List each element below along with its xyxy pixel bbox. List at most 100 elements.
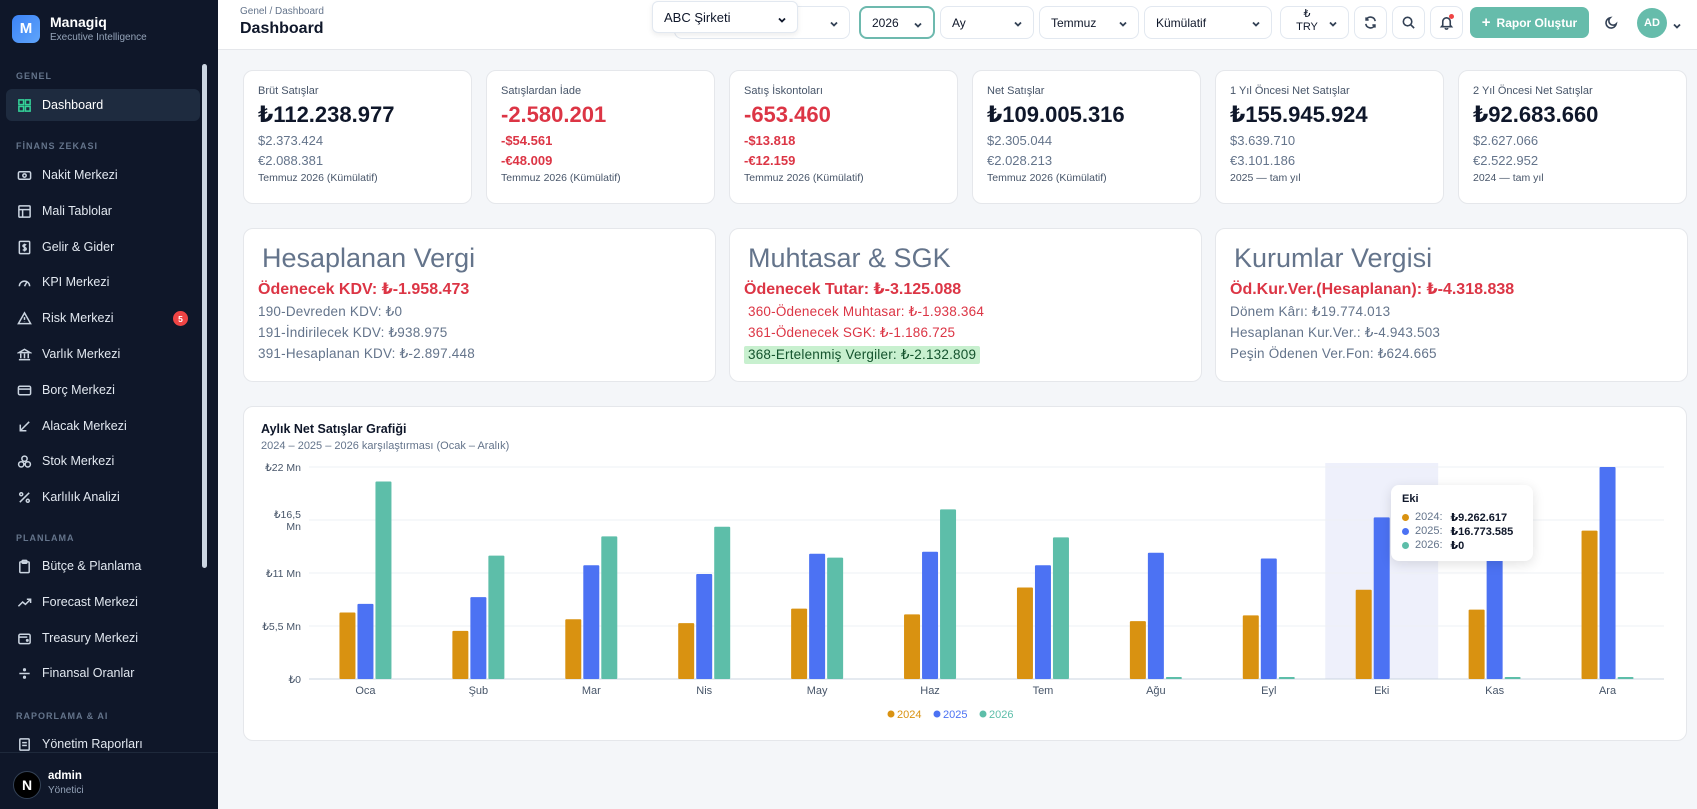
bar-2025-May (809, 553, 826, 679)
refresh-button[interactable] (1354, 6, 1387, 39)
period-type-value: Ay (952, 15, 966, 30)
legend-label: 2024 (897, 709, 921, 721)
x-tick-label: Ağu (1146, 685, 1166, 697)
tax-card-muhtasar-sgk[interactable]: Muhtasar & SGK Ödenecek Tutar: ₺-3.125.0… (729, 228, 1202, 382)
sidebar-item-oranlar[interactable]: Finansal Oranlar (6, 657, 200, 689)
plus-icon: + (1481, 13, 1491, 31)
breadcrumb[interactable]: Genel / Dashboard (240, 6, 324, 17)
kpi-value-try: ₺92.683.660 (1473, 102, 1599, 127)
bar-2024-Kas (1468, 609, 1485, 679)
user-avatar-menu[interactable]: AD (1637, 8, 1667, 38)
sidebar-item-borc[interactable]: Borç Merkezi (6, 374, 200, 406)
kpi-card-2-yil-oncesi[interactable]: 2 Yıl Öncesi Net Satışlar ₺92.683.660 $2… (1458, 70, 1687, 204)
bar-2026-Kas (1504, 677, 1521, 679)
sidebar-item-risk[interactable]: Risk Merkezi 5 (6, 302, 200, 334)
sidebar-item-raporlar[interactable]: Yönetim Raporları (6, 728, 200, 760)
tax-card-main-value: Ödenecek KDV: ₺-1.958.473 (258, 281, 470, 298)
mode-select[interactable]: Kümülatif (1144, 6, 1272, 39)
section-raporlama: RAPORLAMA & AI (16, 711, 109, 721)
bar-2026-Haz (940, 509, 957, 679)
period-type-select[interactable]: Ay (940, 6, 1034, 39)
bar-2024-Eyl (1242, 615, 1259, 679)
y-tick-label: ₺5,5 Mn (262, 621, 301, 633)
sidebar-item-gelir-gider[interactable]: Gelir & Gider (6, 231, 200, 263)
sidebar-item-forecast[interactable]: Forecast Merkezi (6, 586, 200, 618)
tax-line: 361-Ödenecek SGK: ₺-1.186.725 (748, 325, 956, 340)
sidebar-scrollbar[interactable] (202, 64, 207, 568)
kpi-period-note: Temmuz 2026 (Kümülatif) (501, 172, 621, 184)
sidebar-item-kpi[interactable]: KPI Merkezi (6, 266, 200, 298)
bank-icon (16, 346, 32, 362)
theme-toggle-button[interactable] (1595, 6, 1628, 39)
kpi-value-usd: $2.373.424 (258, 133, 324, 148)
x-tick-label: May (807, 685, 828, 697)
tooltip-row: 2025: ₺16.773.585 (1402, 524, 1533, 538)
tooltip-label: 2024: (1415, 511, 1443, 523)
y-tick-label: Mn (286, 521, 301, 533)
sidebar-item-butce[interactable]: Bütçe & Planlama (6, 550, 200, 582)
sidebar-item-label: Bütçe & Planlama (42, 559, 142, 573)
kpi-card-net-satislar[interactable]: Net Satışlar ₺109.005.316 $2.305.044 €2.… (972, 70, 1201, 204)
sidebar-item-stok[interactable]: Stok Merkezi (6, 445, 200, 477)
sidebar-item-varlik[interactable]: Varlık Merkezi (6, 338, 200, 370)
sidebar-item-karlilik[interactable]: Karlılık Analizi (6, 481, 200, 513)
clipboard-icon (16, 558, 32, 574)
bar-2024-Ara (1581, 530, 1598, 679)
brand-name: Managiq (50, 14, 107, 30)
tax-line: 391-Hesaplanan KDV: ₺-2.897.448 (258, 346, 475, 361)
bar-2026-May (827, 557, 844, 679)
company-dropdown[interactable]: ABC Şirketi (652, 1, 798, 33)
bar-2025-Kas (1486, 548, 1503, 679)
sidebar-item-treasury[interactable]: Treasury Merkezi (6, 622, 200, 654)
sidebar-item-label: Nakit Merkezi (42, 168, 118, 182)
gauge-icon (16, 274, 32, 290)
kpi-label: 2 Yıl Öncesi Net Satışlar (1473, 85, 1593, 97)
tax-line: Hesaplanan Kur.Ver.: ₺-4.943.503 (1230, 325, 1441, 340)
x-tick-label: Mar (582, 685, 601, 697)
kpi-value-usd: $2.305.044 (987, 133, 1053, 148)
report-icon (16, 736, 32, 752)
kpi-value-try: -2.580.201 (501, 102, 607, 127)
tax-card-hesaplanan-vergi[interactable]: Hesaplanan Vergi Ödenecek KDV: ₺-1.958.4… (243, 228, 716, 382)
chevron-down-icon[interactable] (1672, 18, 1682, 36)
chart-title: Aylık Net Satışlar Grafiği (261, 422, 407, 436)
create-report-button[interactable]: + Rapor Oluştur (1470, 7, 1589, 38)
currency-code: TRY (1296, 21, 1318, 33)
sidebar-item-alacak[interactable]: Alacak Merkezi (6, 410, 200, 442)
user-panel[interactable]: N admin Yönetici (0, 752, 218, 809)
tax-line: Peşin Ödenen Ver.Fon: ₺624.665 (1230, 346, 1437, 361)
brand[interactable]: M Managiq Executive Intelligence (12, 14, 147, 43)
month-select[interactable]: Temmuz (1039, 6, 1139, 39)
sidebar-item-label: Forecast Merkezi (42, 595, 138, 609)
tax-card-title: Hesaplanan Vergi (262, 243, 476, 273)
bar-2024-Oca (339, 612, 356, 679)
chevron-down-icon (1328, 18, 1338, 28)
kpi-card-satis-iskontolari[interactable]: Satış İskontoları -653.460 -$13.818 -€12… (729, 70, 958, 204)
sidebar-item-label: Varlık Merkezi (42, 347, 121, 361)
year-select[interactable]: 2026 (859, 6, 935, 39)
bar-2025-Oca (357, 603, 374, 679)
sidebar-item-label: Stok Merkezi (42, 454, 115, 468)
search-icon (1402, 16, 1415, 29)
legend-marker (933, 710, 941, 718)
sidebar-item-mali-tablolar[interactable]: Mali Tablolar (6, 195, 200, 227)
bar-2024-Mar (565, 619, 582, 679)
create-report-label: Rapor Oluştur (1496, 15, 1578, 30)
notifications-button[interactable] (1430, 6, 1463, 39)
kpi-value-eur: -€12.159 (744, 153, 796, 168)
bar-2025-Mar (583, 565, 600, 679)
kpi-card-brut-satislar[interactable]: Brüt Satışlar ₺112.238.977 $2.373.424 €2… (243, 70, 472, 204)
kpi-card-satis-iade[interactable]: Satışlardan İade -2.580.201 -$54.561 -€4… (486, 70, 715, 204)
sidebar-item-dashboard[interactable]: Dashboard (6, 89, 200, 121)
monthly-sales-chart[interactable]: ₺0 ₺5,5 Mn ₺11 Mn ₺16,5Mn ₺22 Mn Oca Şub Mar Nis… (244, 407, 1688, 742)
search-button[interactable] (1392, 6, 1425, 39)
currency-select[interactable] (1280, 6, 1349, 39)
kpi-label: 1 Yıl Öncesi Net Satışlar (1230, 85, 1350, 97)
grid-icon (16, 97, 32, 113)
kpi-card-1-yil-oncesi[interactable]: 1 Yıl Öncesi Net Satışlar ₺155.945.924 $… (1215, 70, 1444, 204)
series-dot (1402, 541, 1409, 549)
tax-card-kurumlar-vergisi[interactable]: Kurumlar Vergisi Öd.Kur.Ver.(Hesaplanan)… (1215, 228, 1688, 382)
kpi-value-eur: €2.088.381 (258, 153, 324, 168)
chart-tooltip: Eki 2024: ₺9.262.617 2025: ₺16.773.585 202… (1391, 485, 1533, 561)
sidebar-item-nakit[interactable]: Nakit Merkezi (6, 159, 200, 191)
